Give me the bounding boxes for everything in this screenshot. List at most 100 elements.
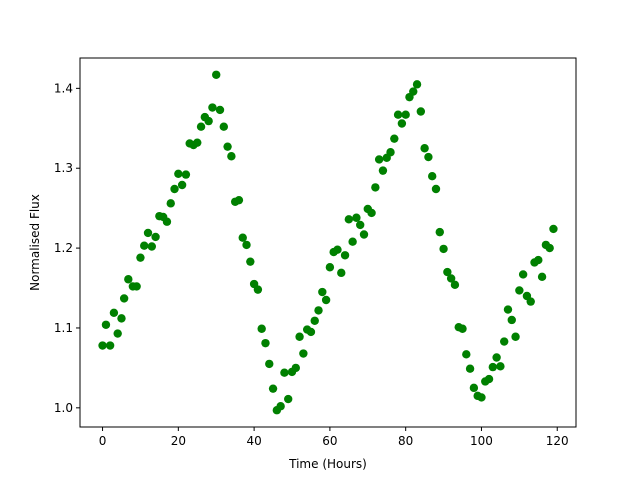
data-point-65: [344, 215, 354, 224]
data-point-79: [397, 119, 407, 128]
data-point-6: [119, 294, 129, 303]
data-point-41: [253, 285, 263, 294]
data-point-85: [420, 144, 429, 153]
data-point-63: [337, 268, 346, 278]
data-point-113: [526, 297, 535, 306]
data-point-118: [545, 243, 554, 253]
data-point-20: [174, 169, 183, 179]
data-point-34: [227, 152, 236, 161]
data-point-22: [181, 170, 191, 179]
plot-frame: [79, 57, 577, 428]
data-point-74: [378, 166, 388, 175]
data-point-77: [390, 134, 399, 143]
data-point-32: [219, 122, 228, 131]
data-point-106: [500, 337, 509, 346]
y-axis-label: Normalised Flux: [28, 194, 42, 291]
data-point-93: [450, 280, 460, 290]
data-point-78: [393, 110, 403, 119]
data-point-43: [261, 338, 270, 348]
data-point-62: [333, 245, 342, 254]
x-tick-label-1: 20: [171, 434, 186, 448]
data-point-39: [246, 257, 255, 266]
data-point-105: [496, 362, 505, 371]
x-axis-label: Time (Hours): [288, 457, 367, 471]
data-point-38: [242, 240, 251, 250]
data-point-52: [295, 332, 304, 341]
data-point-92: [446, 274, 456, 283]
y-tick-label-1: 1.1: [54, 321, 73, 335]
data-point-26: [196, 122, 206, 131]
data-point-76: [386, 148, 395, 157]
y-tick-label-3: 1.3: [54, 161, 73, 175]
data-point-14: [151, 232, 160, 242]
data-point-11: [140, 241, 149, 250]
data-point-66: [348, 237, 357, 246]
data-point-3: [109, 308, 119, 317]
data-point-111: [518, 270, 528, 279]
data-point-21: [177, 180, 187, 190]
data-point-109: [511, 332, 520, 341]
x-tick-label-2: 40: [246, 434, 261, 448]
data-point-80: [401, 110, 410, 119]
x-tick-label-4: 80: [398, 434, 413, 448]
data-points: [98, 70, 558, 415]
data-point-33: [223, 142, 232, 151]
data-point-53: [299, 349, 308, 358]
data-point-31: [215, 105, 225, 115]
x-tick-label-0: 0: [99, 434, 107, 448]
data-point-2: [105, 341, 115, 350]
data-point-72: [371, 183, 380, 192]
data-point-110: [515, 286, 524, 295]
data-point-96: [462, 350, 471, 359]
data-point-49: [284, 394, 293, 404]
data-point-56: [310, 316, 319, 325]
data-point-17: [162, 217, 172, 226]
data-point-45: [268, 384, 278, 393]
data-point-29: [208, 103, 217, 112]
data-point-5: [117, 314, 126, 323]
data-point-60: [325, 263, 335, 272]
data-point-55: [306, 327, 316, 337]
data-point-28: [204, 116, 213, 126]
data-point-42: [257, 324, 266, 333]
data-point-103: [488, 362, 498, 372]
data-point-4: [113, 329, 122, 338]
data-point-37: [238, 233, 247, 242]
data-point-12: [143, 228, 153, 238]
y-tick-label-2: 1.2: [54, 241, 73, 255]
y-tick-label-0: 1.0: [54, 401, 73, 415]
data-point-100: [477, 393, 486, 402]
data-point-86: [424, 152, 433, 162]
data-point-7: [124, 275, 133, 284]
data-point-19: [170, 184, 179, 194]
data-point-48: [280, 368, 289, 377]
y-tick-label-4: 1.4: [54, 81, 73, 95]
data-point-18: [166, 199, 175, 208]
data-point-36: [234, 195, 244, 205]
data-point-44: [265, 359, 274, 369]
data-point-108: [507, 315, 516, 325]
y-axis-ticks: 1.0 1.1 1.2 1.3 1.4: [54, 81, 80, 415]
x-tick-label-5: 100: [470, 434, 493, 448]
data-point-30: [212, 70, 221, 79]
data-point-87: [428, 172, 437, 181]
data-point-0: [98, 341, 107, 350]
data-point-107: [503, 305, 513, 314]
data-point-90: [439, 244, 448, 254]
data-point-59: [321, 295, 331, 305]
data-point-71: [367, 208, 376, 218]
data-point-104: [492, 353, 501, 362]
data-point-83: [412, 80, 422, 89]
data-point-69: [359, 230, 369, 239]
data-point-102: [484, 374, 494, 384]
data-point-58: [318, 287, 327, 297]
data-point-119: [549, 224, 558, 234]
data-point-67: [352, 213, 361, 222]
data-point-97: [465, 364, 475, 373]
data-point-115: [534, 255, 543, 265]
data-point-47: [276, 402, 285, 411]
data-point-1: [101, 320, 111, 329]
x-tick-label-6: 120: [546, 434, 569, 448]
